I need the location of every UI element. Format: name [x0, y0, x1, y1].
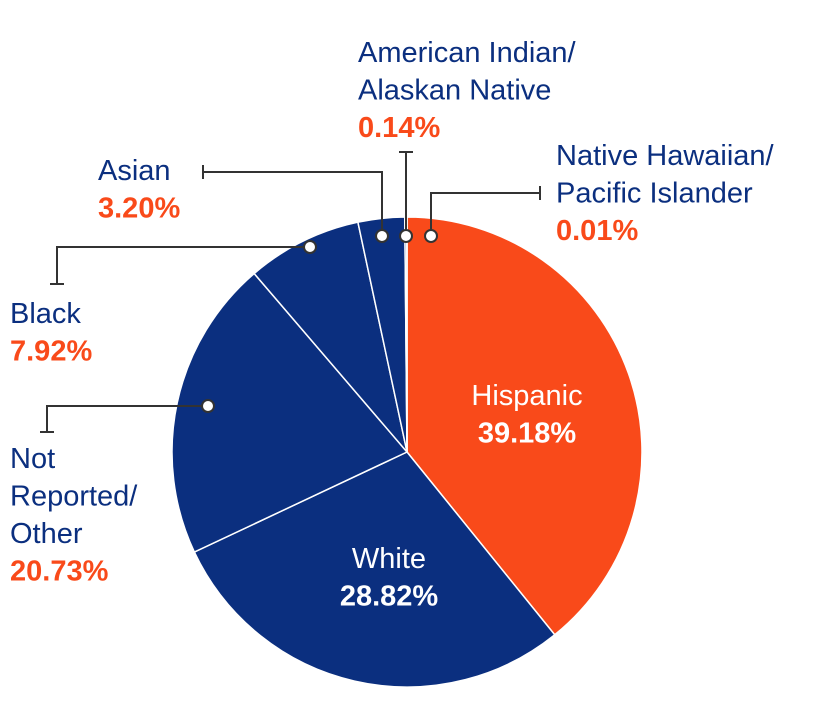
category-label: Black: [10, 298, 81, 330]
category-label-line: Pacific Islander: [556, 178, 753, 210]
category-label-line: Black: [10, 298, 81, 330]
value-label: 0.14%: [358, 112, 440, 144]
leader-line: [399, 151, 413, 236]
category-label: Asian: [98, 155, 171, 187]
value-label: 7.92%: [10, 336, 92, 368]
category-label: Native Hawaiian/Pacific Islander: [556, 140, 775, 210]
value-label: 20.73%: [10, 556, 109, 588]
pie-slice: [193, 451, 556, 688]
leader-dot: [375, 229, 389, 243]
value-label: 0.01%: [556, 215, 638, 247]
leader-line: [40, 405, 208, 433]
leader-dot: [424, 229, 438, 243]
leader-line: [202, 165, 383, 236]
category-label-line: Reported/: [10, 481, 138, 513]
category-label: White: [352, 543, 426, 575]
category-label-line: Alaskan Native: [358, 75, 551, 107]
pie-slice: [171, 272, 409, 554]
category-label-line: Other: [10, 518, 83, 550]
category-label: Not Reported/Other: [10, 443, 138, 550]
value-label: 28.82%: [340, 581, 439, 613]
value-label: 3.20%: [98, 193, 180, 225]
category-label-line: Asian: [98, 155, 171, 187]
category-label-line: Hispanic: [471, 380, 582, 412]
category-label: Hispanic: [471, 380, 582, 412]
category-label-line: Native Hawaiian/: [556, 140, 775, 172]
category-label-line: Not: [10, 443, 55, 475]
leader-dot: [201, 399, 215, 413]
pie-slice: [406, 216, 643, 636]
category-label: American Indian/Alaskan Native: [358, 37, 577, 107]
leader-line: [430, 186, 541, 236]
leader-dot: [399, 229, 413, 243]
leader-line: [50, 246, 310, 285]
leader-dot: [303, 240, 317, 254]
category-label-line: American Indian/: [358, 37, 577, 69]
value-label: 39.18%: [478, 418, 577, 450]
category-label-line: White: [352, 543, 426, 575]
pie-slice: [253, 221, 408, 453]
